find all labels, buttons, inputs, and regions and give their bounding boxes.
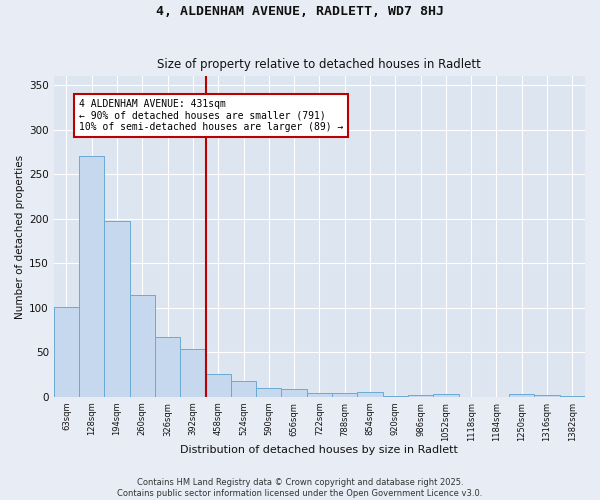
Bar xyxy=(130,296,155,397)
Bar xyxy=(256,388,281,397)
Bar xyxy=(54,307,79,397)
Bar xyxy=(104,222,130,397)
Bar xyxy=(560,396,585,397)
Bar xyxy=(433,394,458,397)
Text: 4 ALDENHAM AVENUE: 431sqm
← 90% of detached houses are smaller (791)
10% of semi: 4 ALDENHAM AVENUE: 431sqm ← 90% of detac… xyxy=(79,98,343,132)
Bar xyxy=(231,381,256,397)
Y-axis label: Number of detached properties: Number of detached properties xyxy=(15,154,25,318)
Bar xyxy=(535,395,560,397)
Title: Size of property relative to detached houses in Radlett: Size of property relative to detached ho… xyxy=(157,58,481,71)
Text: Contains HM Land Registry data © Crown copyright and database right 2025.
Contai: Contains HM Land Registry data © Crown c… xyxy=(118,478,482,498)
X-axis label: Distribution of detached houses by size in Radlett: Distribution of detached houses by size … xyxy=(181,445,458,455)
Bar xyxy=(206,374,231,397)
Bar xyxy=(408,395,433,397)
Bar xyxy=(332,394,358,397)
Bar xyxy=(307,394,332,397)
Text: 4, ALDENHAM AVENUE, RADLETT, WD7 8HJ: 4, ALDENHAM AVENUE, RADLETT, WD7 8HJ xyxy=(156,5,444,18)
Bar xyxy=(281,389,307,397)
Bar xyxy=(509,394,535,397)
Bar xyxy=(383,396,408,397)
Bar xyxy=(180,349,206,397)
Bar xyxy=(358,392,383,397)
Bar xyxy=(79,156,104,397)
Bar xyxy=(155,337,180,397)
